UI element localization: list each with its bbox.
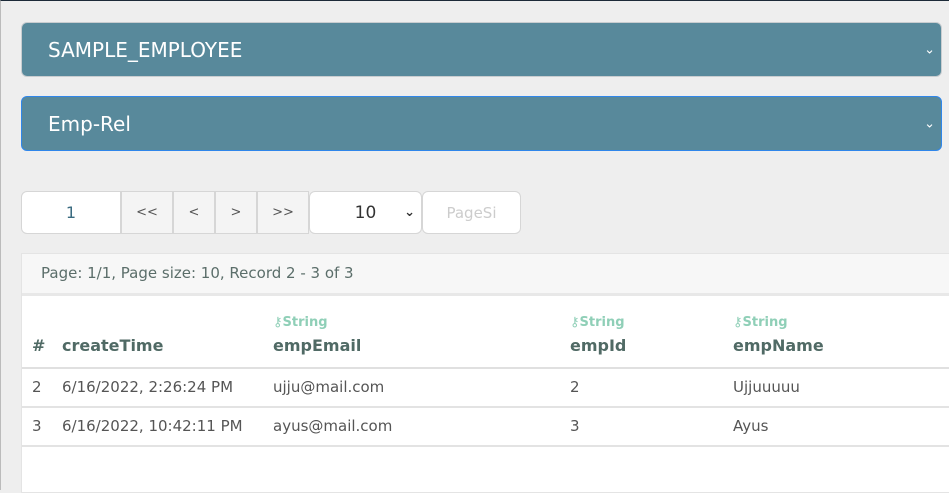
chevron-down-icon: ⌄ — [924, 42, 935, 57]
column-type-label: ⚷String — [570, 315, 723, 330]
table-cell: ayus@mail.com — [263, 407, 560, 447]
column-type-label: ⚷String — [733, 315, 949, 330]
key-icon: ⚷ — [570, 315, 580, 330]
chevron-down-icon: ⌄ — [924, 116, 935, 131]
prev-page-button[interactable]: < — [173, 191, 215, 234]
table-cell: 6/16/2022, 2:26:24 PM — [52, 368, 263, 408]
column-header[interactable]: ⚷String empName — [723, 296, 949, 369]
chevron-down-icon: ⌄ — [404, 205, 415, 220]
column-type: String — [282, 315, 328, 330]
column-type: String — [742, 315, 788, 330]
column-name: createTime — [62, 336, 164, 355]
results-panel: Page: 1/1, Page size: 10, Record 2 - 3 o… — [21, 253, 949, 493]
key-icon: ⚷ — [733, 315, 743, 330]
page-size-select[interactable]: 10 ⌄ — [309, 191, 422, 234]
column-header[interactable]: # — [22, 296, 52, 369]
table-cell: Ujjuuuuu — [723, 368, 949, 408]
table-cell: 2 — [560, 368, 723, 408]
relation-select[interactable]: Emp-Rel ⌄ — [21, 96, 942, 151]
table-cell: 3 — [560, 407, 723, 447]
page-input[interactable]: 1 — [21, 191, 121, 234]
table-cell: ujju@mail.com — [263, 368, 560, 408]
column-header[interactable]: ⚷String empEmail — [263, 296, 560, 369]
column-type: String — [579, 315, 625, 330]
table-cell: 2 — [22, 368, 52, 408]
table-cell: 6/16/2022, 10:42:11 PM — [52, 407, 263, 447]
table-cell: Ayus — [723, 407, 949, 447]
page-info: Page: 1/1, Page size: 10, Record 2 - 3 o… — [22, 254, 949, 296]
table-cell: 3 — [22, 407, 52, 447]
column-name: empEmail — [273, 336, 362, 355]
last-page-button[interactable]: >> — [257, 191, 309, 234]
relation-select-value: Emp-Rel — [48, 111, 131, 136]
next-page-button[interactable]: > — [215, 191, 257, 234]
table-row[interactable]: 3 6/16/2022, 10:42:11 PM ayus@mail.com 3 Ayu… — [22, 407, 949, 447]
first-page-button[interactable]: << — [121, 191, 173, 234]
key-icon: ⚷ — [273, 315, 283, 330]
column-header[interactable]: createTime — [52, 296, 263, 369]
column-name: empName — [733, 336, 824, 355]
column-type-label: ⚷String — [273, 315, 560, 330]
results-table: # createTime ⚷String empEmail ⚷String empId ⚷S… — [22, 296, 949, 447]
pager: 1 << < > >> 10 ⌄ PageSi — [21, 191, 521, 234]
page-size-input[interactable]: PageSi — [422, 191, 521, 234]
table-select[interactable]: SAMPLE_EMPLOYEE ⌄ — [21, 22, 942, 77]
column-name: # — [32, 336, 46, 355]
page-size-value: 10 — [354, 202, 377, 223]
column-header[interactable]: ⚷String empId — [560, 296, 723, 369]
column-name: empId — [570, 336, 627, 355]
table-select-value: SAMPLE_EMPLOYEE — [48, 37, 243, 62]
table-row[interactable]: 2 6/16/2022, 2:26:24 PM ujju@mail.com 2 Ujju… — [22, 368, 949, 408]
